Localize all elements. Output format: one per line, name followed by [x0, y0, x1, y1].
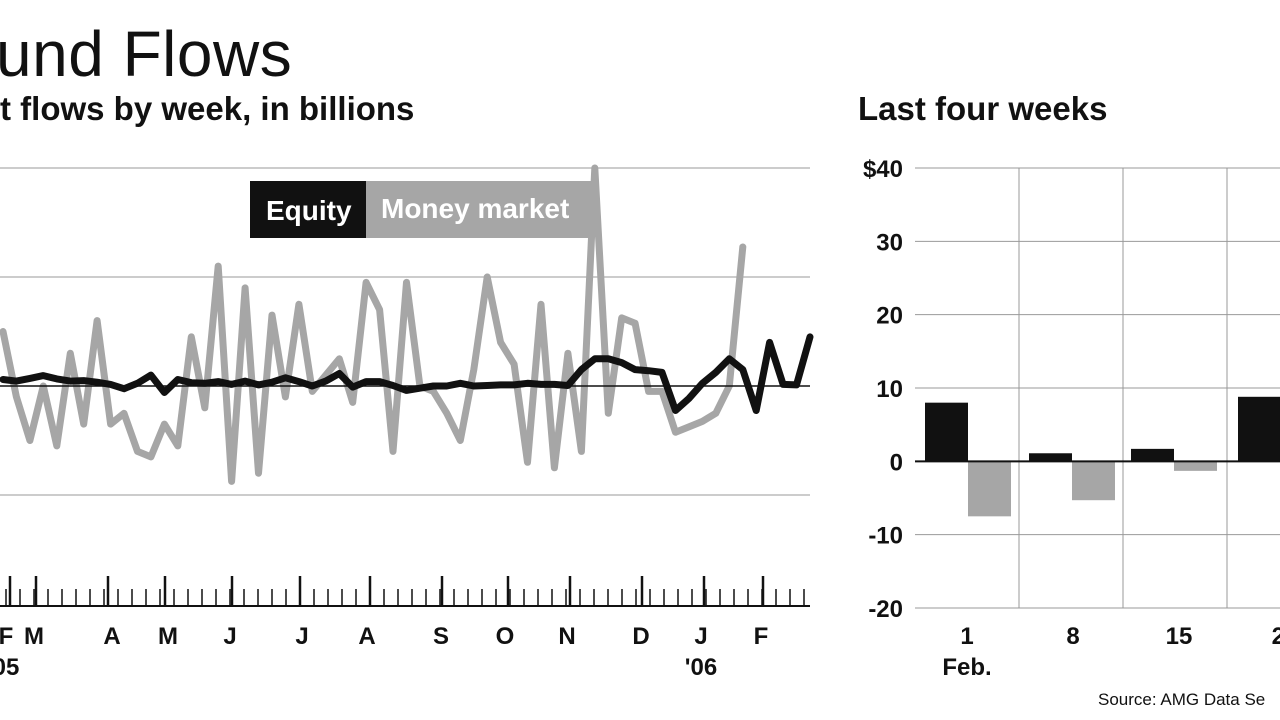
- x-category-note: Feb.: [942, 654, 991, 681]
- x-tick-label: F: [754, 623, 769, 650]
- chart-subtitle: t flows by week, in billions: [0, 90, 415, 127]
- y-tick-label: 0: [890, 449, 903, 476]
- x-tick-label: M: [24, 623, 44, 650]
- x-tick-label: A: [358, 623, 375, 650]
- line-chart-series: [0, 164, 814, 485]
- x-tick-label: J: [694, 623, 707, 650]
- legend-swatch-equity: [250, 181, 366, 238]
- bar-money-market: [1174, 461, 1217, 471]
- bar-chart-bars: [925, 396, 1280, 517]
- x-tick-label: M: [158, 623, 178, 650]
- bar-chart-subtitle: Last four weeks: [858, 90, 1108, 127]
- weekly-line-chart: Equity Money market FMAMJJASONDJF05'06: [0, 164, 814, 681]
- bar-money-market: [1072, 461, 1115, 501]
- y-tick-label: $40: [863, 156, 903, 183]
- x-tick-label: N: [558, 623, 575, 650]
- y-tick-label: 20: [876, 303, 903, 330]
- x-axis: FMAMJJASONDJF05'06: [0, 576, 810, 681]
- x-tick-label: A: [103, 623, 120, 650]
- x-tick-label: 8: [1066, 623, 1079, 650]
- x-tick-label: O: [496, 623, 515, 650]
- legend-swatch-money-market: [366, 181, 592, 238]
- bar-money-market: [968, 461, 1011, 517]
- x-tick-label: D: [632, 623, 649, 650]
- y-tick-label: -10: [868, 523, 903, 550]
- x-tick-label: 1: [960, 623, 973, 650]
- x-tick-label: J: [295, 623, 308, 650]
- x-tick-label: J: [223, 623, 236, 650]
- bar-equity: [925, 402, 968, 462]
- x-year-label: 05: [0, 654, 19, 681]
- legend: Equity Money market: [250, 181, 592, 238]
- series-line-equity: [0, 333, 814, 414]
- y-tick-label: 30: [876, 229, 903, 256]
- x-tick-label: 15: [1166, 623, 1193, 650]
- line-chart-gridlines: [0, 167, 810, 496]
- x-year-label: '06: [685, 654, 717, 681]
- x-tick-label: 22: [1272, 623, 1280, 650]
- y-tick-label: 10: [876, 376, 903, 403]
- legend-label-money-market: Money market: [381, 193, 569, 224]
- bar-chart-gridlines: [915, 167, 1280, 609]
- x-tick-label: F: [0, 623, 13, 650]
- bar-chart-axes: -20 -10 0 10 20 30 $40 1 8 15 22 Feb.: [863, 156, 1280, 681]
- last-four-weeks-bar-chart: -20 -10 0 10 20 30 $40 1 8 15 22 Feb.: [863, 156, 1280, 681]
- page-title: und Flows: [0, 18, 293, 90]
- source-note: Source: AMG Data Se: [1098, 690, 1266, 709]
- series-line-money-market: [0, 164, 747, 485]
- bar-equity: [1238, 396, 1280, 462]
- y-tick-label: -20: [868, 596, 903, 623]
- legend-label-equity: Equity: [266, 195, 352, 226]
- bar-equity: [1029, 453, 1072, 462]
- bar-equity: [1131, 448, 1174, 462]
- x-tick-label: S: [433, 623, 449, 650]
